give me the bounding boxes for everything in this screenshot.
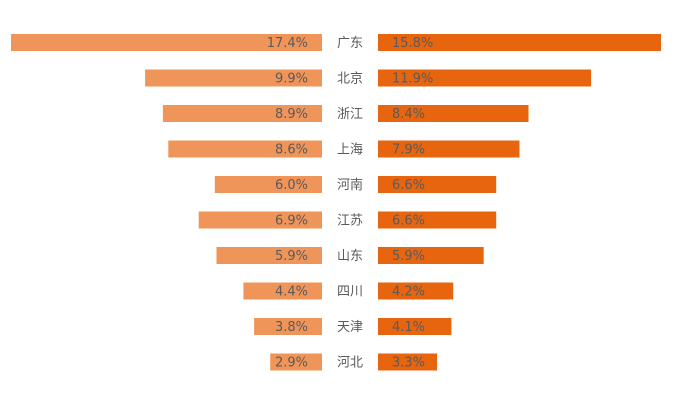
left-bar-7	[243, 282, 322, 300]
category-label-7: 四川	[337, 285, 363, 300]
right-value-label-8: 4.1%	[392, 320, 425, 335]
right-value-label-9: 3.3%	[392, 356, 425, 371]
right-bar-2	[378, 105, 529, 122]
left-bar-8	[254, 318, 322, 335]
right-bar-7	[378, 282, 454, 300]
left-value-label-0: 17.4%	[267, 36, 308, 51]
right-value-label-2: 8.4%	[392, 107, 425, 122]
left-value-label-7: 4.4%	[275, 285, 308, 300]
right-value-label-4: 6.6%	[392, 178, 425, 193]
right-value-label-5: 6.6%	[392, 214, 425, 229]
left-bar-5	[198, 211, 322, 229]
category-label-0: 广东	[337, 36, 363, 51]
category-label-3: 上海	[337, 143, 363, 158]
left-value-label-4: 6.0%	[275, 178, 308, 193]
right-bar-1	[378, 69, 592, 87]
right-bar-8	[378, 318, 452, 335]
left-value-label-6: 5.9%	[275, 249, 308, 264]
right-value-label-3: 7.9%	[392, 143, 425, 158]
right-value-label-7: 4.2%	[392, 285, 425, 300]
category-label-8: 天津	[337, 320, 363, 335]
right-bar-3	[378, 140, 520, 158]
left-value-label-3: 8.6%	[275, 143, 308, 158]
category-label-6: 山东	[337, 249, 363, 264]
right-bar-9	[378, 353, 438, 371]
right-bar-6	[378, 247, 484, 264]
left-value-label-2: 8.9%	[275, 107, 308, 122]
category-label-4: 河南	[337, 177, 363, 193]
left-bar-1	[145, 69, 322, 87]
category-label-5: 江苏	[337, 213, 363, 229]
right-value-label-1: 11.9%	[392, 72, 433, 87]
left-value-label-8: 3.8%	[275, 320, 308, 335]
category-label-2: 浙江	[337, 107, 363, 122]
left-bar-3	[168, 140, 322, 158]
right-value-label-0: 15.8%	[392, 36, 433, 51]
right-value-label-6: 5.9%	[392, 249, 425, 264]
right-bar-0	[378, 34, 661, 51]
left-value-label-5: 6.9%	[275, 214, 308, 229]
left-bar-6	[216, 247, 322, 264]
left-bar-9	[270, 353, 322, 371]
left-bar-2	[162, 105, 322, 122]
right-bar-4	[378, 176, 497, 193]
left-value-label-9: 2.9%	[275, 356, 308, 371]
left-bar-4	[214, 176, 322, 193]
category-label-1: 北京	[337, 72, 363, 87]
category-label-9: 河北	[337, 356, 363, 371]
left-value-label-1: 9.9%	[275, 72, 308, 87]
left-bar-0	[11, 34, 322, 51]
right-bar-5	[378, 211, 497, 229]
